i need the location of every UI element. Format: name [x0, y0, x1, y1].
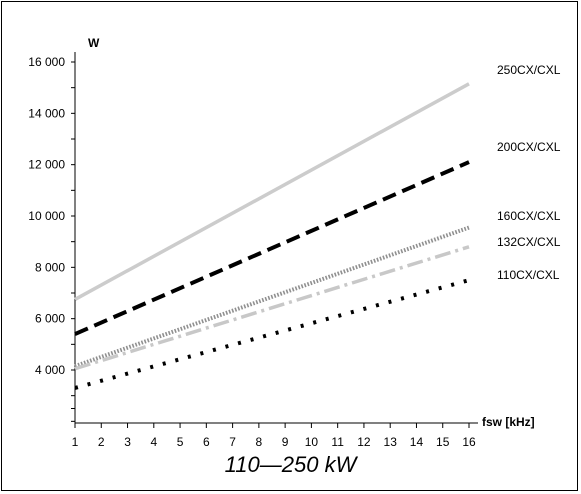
- axes: 4 000 6 000 8 000 10 000 12 000 14 000 16 000 1…: [28, 36, 534, 449]
- series-label-132cx-cxl: 132CX/CXL: [497, 235, 561, 249]
- x-tick-label: 5: [177, 435, 184, 449]
- x-tick-label: 14: [410, 435, 424, 449]
- series-label-250cx-cxl: 250CX/CXL: [497, 63, 561, 77]
- x-tick-label: 2: [98, 435, 105, 449]
- x-tick-label: 4: [150, 435, 157, 449]
- power-range-caption: 110—250 kW: [224, 452, 357, 477]
- x-tick-label: 8: [256, 435, 263, 449]
- y-tick-label: 6 000: [35, 312, 65, 326]
- x-tick-label: 6: [203, 435, 210, 449]
- x-tick-label: 16: [462, 435, 476, 449]
- series-line-132cx-cxl: [74, 245, 470, 371]
- y-tick-label: 4 000: [35, 363, 65, 377]
- x-tick-label: 3: [124, 435, 131, 449]
- x-tick-label: 1: [72, 435, 79, 449]
- x-tick-label: 11: [331, 435, 344, 449]
- x-tick-label: 13: [384, 435, 398, 449]
- x-tick-label: 10: [305, 435, 319, 449]
- x-axis-title: fsw [kHz]: [482, 415, 535, 429]
- x-tick-label: 9: [282, 435, 289, 449]
- y-tick-label: 14 000: [28, 106, 65, 120]
- y-tick-label: 12 000: [28, 158, 65, 172]
- series-line-250cx-cxl: [74, 82, 470, 301]
- x-tick-label: 15: [436, 435, 450, 449]
- series-line-110cx-cxl: [74, 278, 470, 390]
- x-tick-label: 12: [357, 435, 371, 449]
- series-label-110cx-cxl: 110CX/CXL: [497, 268, 560, 282]
- series-label-200cx-cxl: 200CX/CXL: [497, 140, 561, 154]
- series-line-160cx-cxl: [74, 225, 470, 369]
- y-tick-label: 16 000: [28, 55, 65, 69]
- labels-layer: 250CX/CXL 200CX/CXL 160CX/CXL 132CX/CXL 110C…: [497, 63, 561, 282]
- y-axis-title: W: [88, 36, 100, 50]
- series-label-160cx-cxl: 160CX/CXL: [497, 209, 561, 223]
- y-tick-label: 10 000: [28, 209, 65, 223]
- series-layer: [74, 82, 470, 390]
- series-line-200cx-cxl: [74, 160, 470, 336]
- x-tick-label: 7: [229, 435, 236, 449]
- y-tick-label: 8 000: [35, 260, 65, 274]
